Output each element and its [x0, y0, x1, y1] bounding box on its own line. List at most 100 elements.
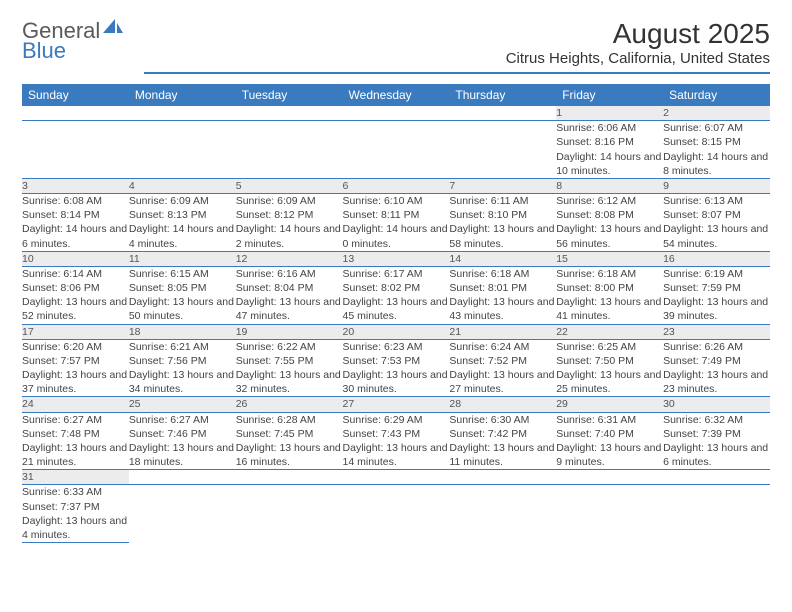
day-number-cell: 29: [556, 397, 663, 412]
day-number-cell: 3: [22, 178, 129, 193]
day-data-row: Sunrise: 6:20 AMSunset: 7:57 PMDaylight:…: [22, 339, 770, 397]
weekday-header: Tuesday: [236, 84, 343, 106]
weekday-header: Friday: [556, 84, 663, 106]
sunset-text: Sunset: 7:46 PM: [129, 427, 236, 441]
day-data-cell: Sunrise: 6:06 AMSunset: 8:16 PMDaylight:…: [556, 121, 663, 179]
sunset-text: Sunset: 7:52 PM: [449, 354, 556, 368]
daylight-text: Daylight: 13 hours and 9 minutes.: [556, 441, 663, 469]
day-data-cell: Sunrise: 6:15 AMSunset: 8:05 PMDaylight:…: [129, 266, 236, 324]
day-data-cell: [343, 121, 450, 179]
sunrise-text: Sunrise: 6:23 AM: [343, 340, 450, 354]
day-number-cell: 4: [129, 178, 236, 193]
day-data-cell: Sunrise: 6:31 AMSunset: 7:40 PMDaylight:…: [556, 412, 663, 470]
day-number-cell: 1: [556, 106, 663, 121]
day-number-cell: [129, 470, 236, 485]
sunset-text: Sunset: 7:37 PM: [22, 500, 129, 514]
day-data-row: Sunrise: 6:27 AMSunset: 7:48 PMDaylight:…: [22, 412, 770, 470]
logo-text-2: Blue: [22, 38, 66, 64]
day-data-cell: Sunrise: 6:17 AMSunset: 8:02 PMDaylight:…: [343, 266, 450, 324]
daylight-text: Daylight: 13 hours and 30 minutes.: [343, 368, 450, 396]
sunset-text: Sunset: 7:40 PM: [556, 427, 663, 441]
daylight-text: Daylight: 14 hours and 4 minutes.: [129, 222, 236, 250]
sunset-text: Sunset: 7:50 PM: [556, 354, 663, 368]
sunrise-text: Sunrise: 6:28 AM: [236, 413, 343, 427]
daylight-text: Daylight: 13 hours and 39 minutes.: [663, 295, 770, 323]
sunset-text: Sunset: 7:43 PM: [343, 427, 450, 441]
weekday-header: Thursday: [449, 84, 556, 106]
day-number-row: 24252627282930: [22, 397, 770, 412]
day-data-cell: Sunrise: 6:21 AMSunset: 7:56 PMDaylight:…: [129, 339, 236, 397]
daylight-text: Daylight: 13 hours and 41 minutes.: [556, 295, 663, 323]
sunset-text: Sunset: 7:53 PM: [343, 354, 450, 368]
day-number-cell: [449, 106, 556, 121]
day-data-cell: Sunrise: 6:22 AMSunset: 7:55 PMDaylight:…: [236, 339, 343, 397]
sunrise-text: Sunrise: 6:07 AM: [663, 121, 770, 135]
daylight-text: Daylight: 13 hours and 27 minutes.: [449, 368, 556, 396]
day-data-cell: [129, 121, 236, 179]
daylight-text: Daylight: 13 hours and 37 minutes.: [22, 368, 129, 396]
day-number-cell: 13: [343, 251, 450, 266]
daylight-text: Daylight: 13 hours and 14 minutes.: [343, 441, 450, 469]
day-data-cell: Sunrise: 6:24 AMSunset: 7:52 PMDaylight:…: [449, 339, 556, 397]
sunrise-text: Sunrise: 6:26 AM: [663, 340, 770, 354]
sunrise-text: Sunrise: 6:13 AM: [663, 194, 770, 208]
sunrise-text: Sunrise: 6:14 AM: [22, 267, 129, 281]
weekday-header-row: Sunday Monday Tuesday Wednesday Thursday…: [22, 84, 770, 106]
daylight-text: Daylight: 13 hours and 16 minutes.: [236, 441, 343, 469]
sunset-text: Sunset: 8:04 PM: [236, 281, 343, 295]
day-data-cell: Sunrise: 6:09 AMSunset: 8:13 PMDaylight:…: [129, 194, 236, 252]
sunrise-text: Sunrise: 6:18 AM: [556, 267, 663, 281]
day-number-row: 12: [22, 106, 770, 121]
daylight-text: Daylight: 13 hours and 11 minutes.: [449, 441, 556, 469]
day-number-cell: 22: [556, 324, 663, 339]
day-number-cell: 17: [22, 324, 129, 339]
weekday-header: Sunday: [22, 84, 129, 106]
day-number-cell: [236, 470, 343, 485]
day-data-row: Sunrise: 6:33 AMSunset: 7:37 PMDaylight:…: [22, 485, 770, 543]
day-number-cell: 25: [129, 397, 236, 412]
sunset-text: Sunset: 8:02 PM: [343, 281, 450, 295]
day-number-cell: 10: [22, 251, 129, 266]
day-number-cell: 23: [663, 324, 770, 339]
sunset-text: Sunset: 8:10 PM: [449, 208, 556, 222]
day-data-cell: Sunrise: 6:28 AMSunset: 7:45 PMDaylight:…: [236, 412, 343, 470]
day-data-cell: Sunrise: 6:27 AMSunset: 7:46 PMDaylight:…: [129, 412, 236, 470]
day-data-cell: Sunrise: 6:20 AMSunset: 7:57 PMDaylight:…: [22, 339, 129, 397]
daylight-text: Daylight: 13 hours and 47 minutes.: [236, 295, 343, 323]
sunrise-text: Sunrise: 6:29 AM: [343, 413, 450, 427]
day-number-cell: 20: [343, 324, 450, 339]
daylight-text: Daylight: 13 hours and 4 minutes.: [22, 514, 129, 542]
day-data-cell: Sunrise: 6:09 AMSunset: 8:12 PMDaylight:…: [236, 194, 343, 252]
day-number-cell: 30: [663, 397, 770, 412]
day-number-cell: 21: [449, 324, 556, 339]
month-title: August 2025: [144, 18, 770, 50]
day-number-cell: 14: [449, 251, 556, 266]
day-data-cell: [129, 485, 236, 543]
day-data-cell: Sunrise: 6:23 AMSunset: 7:53 PMDaylight:…: [343, 339, 450, 397]
day-data-cell: [449, 121, 556, 179]
sunrise-text: Sunrise: 6:25 AM: [556, 340, 663, 354]
location: Citrus Heights, California, United State…: [144, 50, 770, 67]
sunrise-text: Sunrise: 6:27 AM: [129, 413, 236, 427]
sunset-text: Sunset: 7:39 PM: [663, 427, 770, 441]
day-number-cell: [343, 470, 450, 485]
sunrise-text: Sunrise: 6:30 AM: [449, 413, 556, 427]
title-block: August 2025 Citrus Heights, California, …: [144, 18, 770, 74]
daylight-text: Daylight: 14 hours and 6 minutes.: [22, 222, 129, 250]
day-number-cell: 15: [556, 251, 663, 266]
day-data-cell: Sunrise: 6:26 AMSunset: 7:49 PMDaylight:…: [663, 339, 770, 397]
sunrise-text: Sunrise: 6:24 AM: [449, 340, 556, 354]
day-number-cell: 19: [236, 324, 343, 339]
sunset-text: Sunset: 8:07 PM: [663, 208, 770, 222]
day-data-cell: [236, 121, 343, 179]
day-number-cell: [449, 470, 556, 485]
sunrise-text: Sunrise: 6:32 AM: [663, 413, 770, 427]
day-data-cell: Sunrise: 6:32 AMSunset: 7:39 PMDaylight:…: [663, 412, 770, 470]
title-underline: [144, 72, 770, 74]
calendar-body: 12Sunrise: 6:06 AMSunset: 8:16 PMDayligh…: [22, 106, 770, 543]
day-number-cell: 18: [129, 324, 236, 339]
day-data-cell: [449, 485, 556, 543]
daylight-text: Daylight: 13 hours and 18 minutes.: [129, 441, 236, 469]
daylight-text: Daylight: 14 hours and 0 minutes.: [343, 222, 450, 250]
day-number-cell: 26: [236, 397, 343, 412]
